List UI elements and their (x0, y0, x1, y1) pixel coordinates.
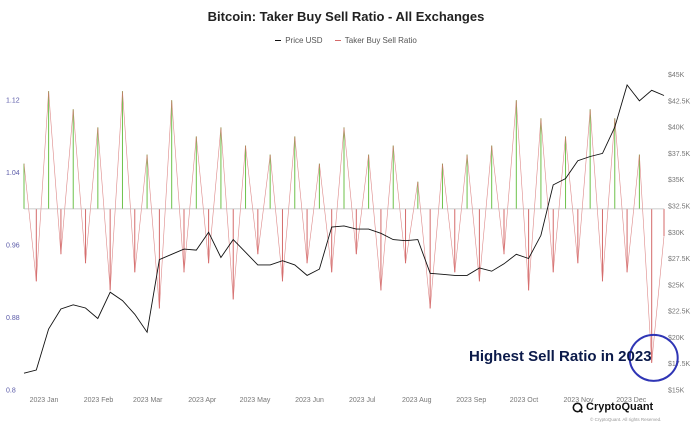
right-y-axis: $45K $42.5K $40K $37.5K $35K $32.5K $30K $27.5K… (668, 72, 691, 394)
x-tick-label-7: 2023 Aug (402, 397, 432, 404)
right-tick-label-8: $25K (668, 282, 685, 289)
x-axis: 2023 Jan 2023 Feb 2023 Mar 2023 Apr 2023 May… (30, 397, 647, 404)
right-tick-label-11: $17.5K (668, 361, 691, 368)
copyright-text: © CryptoQuant. All rights Reserved. (590, 417, 662, 422)
right-tick-label-0: $45K (668, 72, 685, 79)
cryptoquant-brand: CryptoQuant (586, 401, 654, 413)
left-y-axis: 1.12 1.04 0.96 0.88 0.8 (6, 98, 20, 395)
x-tick-label-0: 2023 Jan (30, 397, 59, 404)
chart-title: Bitcoin: Taker Buy Sell Ratio - All Exch… (207, 9, 485, 24)
right-tick-label-2: $40K (668, 125, 685, 132)
x-tick-label-5: 2023 Jun (295, 397, 324, 404)
legend-swatch-price (275, 40, 282, 42)
right-tick-label-7: $27.5K (668, 256, 691, 263)
right-tick-label-1: $42.5K (668, 98, 691, 105)
annotation-label: Highest Sell Ratio in 2023 (469, 348, 652, 365)
ratio-line (23, 91, 665, 363)
right-tick-label-10: $20K (668, 335, 685, 342)
highlight-circle (628, 333, 679, 382)
x-tick-label-1: 2023 Feb (84, 397, 114, 404)
right-tick-label-4: $35K (668, 177, 685, 184)
legend-item-ratio[interactable]: Taker Buy Sell Ratio (334, 36, 417, 45)
x-tick-label-4: 2023 May (240, 397, 271, 404)
x-tick-label-10: 2023 Nov (564, 397, 594, 404)
price-line (23, 84, 665, 374)
x-tick-label-11: 2023 Dec (616, 397, 646, 404)
x-tick-label-6: 2023 Jul (349, 397, 376, 404)
legend-label-ratio: Taker Buy Sell Ratio (344, 36, 417, 45)
x-tick-label-3: 2023 Apr (188, 397, 217, 404)
right-tick-label-3: $37.5K (668, 151, 691, 158)
x-tick-label-2: 2023 Mar (133, 397, 163, 404)
left-tick-label-1: 1.04 (6, 170, 20, 177)
right-tick-label-6: $30K (668, 230, 685, 237)
legend-label-price: Price USD (285, 36, 323, 45)
left-tick-label-0: 1.12 (6, 98, 20, 105)
price-series-layer (23, 84, 665, 374)
left-tick-label-3: 0.88 (6, 315, 20, 322)
legend-item-price[interactable]: Price USD (275, 36, 323, 45)
right-tick-label-9: $22.5K (668, 309, 691, 316)
right-tick-label-12: $15K (668, 388, 685, 395)
x-tick-label-8: 2023 Sep (456, 397, 486, 404)
chart-legend: Price USD Taker Buy Sell Ratio (0, 36, 692, 45)
cryptoquant-logo-icon (572, 402, 583, 413)
right-tick-label-5: $32.5K (668, 203, 691, 210)
x-tick-label-9: 2023 Oct (510, 397, 538, 404)
left-tick-label-2: 0.96 (6, 243, 20, 250)
legend-swatch-ratio (334, 40, 341, 42)
ratio-series-layer (23, 91, 665, 363)
left-tick-label-4: 0.8 (6, 388, 16, 395)
